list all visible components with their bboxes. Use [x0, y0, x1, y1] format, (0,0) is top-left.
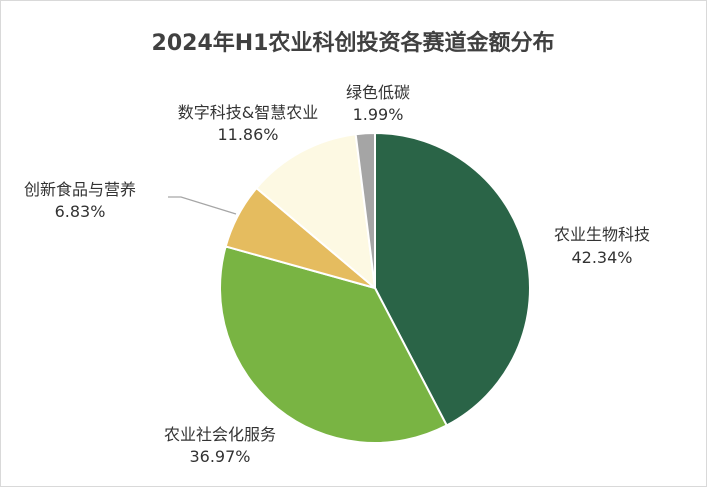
- slice-label-name: 创新食品与营养: [24, 180, 136, 199]
- slice-label-value: 1.99%: [353, 105, 404, 124]
- pie-slice: [219, 245, 449, 444]
- slice-label-value: 6.83%: [55, 202, 106, 221]
- leader-line: [168, 196, 237, 215]
- chart-title: 2024年H1农业科创投资各赛道金额分布: [152, 30, 555, 56]
- pie-slice: [354, 131, 376, 289]
- slice-label-name: 绿色低碳: [346, 83, 410, 102]
- slice-label-name: 农业生物科技: [554, 225, 650, 244]
- slice-label-value: 11.86%: [217, 125, 278, 144]
- slice-label-name: 农业社会化服务: [164, 425, 276, 444]
- pie-slice: [255, 133, 377, 291]
- slice-label-name: 数字科技&智慧农业: [178, 103, 318, 122]
- slice-label-value: 42.34%: [571, 248, 632, 267]
- slice-label-value: 36.97%: [189, 447, 250, 466]
- pie-slice: [374, 131, 531, 427]
